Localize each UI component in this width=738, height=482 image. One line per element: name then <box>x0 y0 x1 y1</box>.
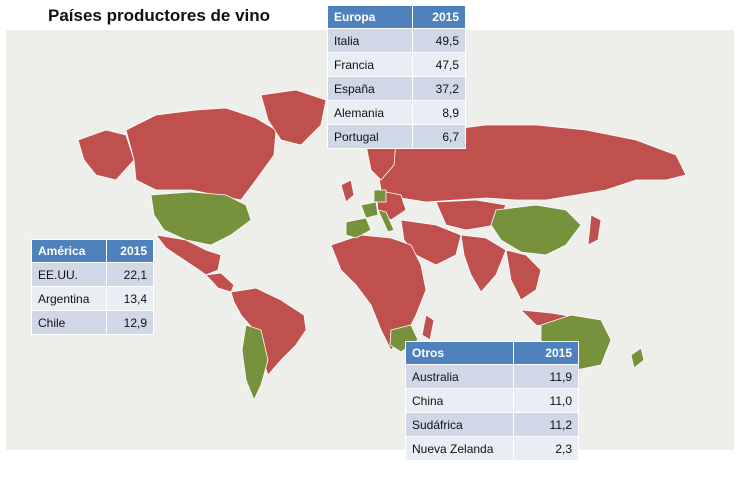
table-header-region: Otros <box>405 341 514 365</box>
region-madagascar <box>421 314 435 341</box>
production-value: 12,9 <box>106 310 154 335</box>
region-central-america <box>205 272 235 293</box>
region-south-america <box>230 287 307 376</box>
country-name: Francia <box>327 52 413 77</box>
production-value: 2,3 <box>513 436 579 461</box>
region-india <box>460 234 507 293</box>
country-name: Australia <box>405 364 514 389</box>
country-name: Nueva Zelanda <box>405 436 514 461</box>
region-germany <box>373 189 387 203</box>
region-spain-portugal <box>345 217 372 239</box>
production-value: 22,1 <box>106 262 154 287</box>
region-usa <box>150 191 252 246</box>
production-value: 13,4 <box>106 286 154 311</box>
table-header-year: 2015 <box>513 341 579 365</box>
table-row: EE.UU. 22,1 <box>31 262 154 287</box>
production-value: 11,0 <box>513 388 579 413</box>
table-row: España 37,2 <box>327 76 466 101</box>
table-header-year: 2015 <box>412 5 466 29</box>
table-row: Francia 47,5 <box>327 52 466 77</box>
production-value: 37,2 <box>412 76 466 101</box>
production-value: 6,7 <box>412 124 466 149</box>
production-value: 47,5 <box>412 52 466 77</box>
region-alaska <box>77 129 135 181</box>
production-value: 11,9 <box>513 364 579 389</box>
table-header-year: 2015 <box>106 239 154 263</box>
country-name: España <box>327 76 413 101</box>
production-value: 49,5 <box>412 28 466 53</box>
table-row: Portugal 6,7 <box>327 124 466 149</box>
region-italy <box>377 209 395 233</box>
country-name: Alemania <box>327 100 413 125</box>
table-row: Alemania 8,9 <box>327 100 466 125</box>
region-canada <box>125 107 277 201</box>
country-name: China <box>405 388 514 413</box>
table-row: Sudáfrica 11,2 <box>405 412 579 437</box>
map-title: Países productores de vino <box>48 6 271 25</box>
country-name: Chile <box>31 310 107 335</box>
table-row: Italia 49,5 <box>327 28 466 53</box>
country-name: Portugal <box>327 124 413 149</box>
production-value: 8,9 <box>412 100 466 125</box>
table-row: Australia 11,9 <box>405 364 579 389</box>
table-america: América 2015 EE.UU. 22,1 Argentina 13,4 … <box>31 239 154 335</box>
country-name: Sudáfrica <box>405 412 514 437</box>
table-row: China 11,0 <box>405 388 579 413</box>
production-value: 11,2 <box>513 412 579 437</box>
region-france <box>360 201 379 219</box>
table-row: Argentina 13,4 <box>31 286 154 311</box>
table-header-region: América <box>31 239 107 263</box>
region-greenland <box>260 89 327 146</box>
table-europa: Europa 2015 Italia 49,5 Francia 47,5 Esp… <box>327 5 466 149</box>
country-name: Argentina <box>31 286 107 311</box>
country-name: Italia <box>327 28 413 53</box>
region-southeast-asia <box>505 249 542 301</box>
region-new-zealand <box>630 347 645 369</box>
table-otros: Otros 2015 Australia 11,9 China 11,0 Sud… <box>405 341 579 461</box>
region-japan <box>587 214 602 246</box>
table-row: Chile 12,9 <box>31 310 154 335</box>
region-mexico <box>155 234 222 276</box>
region-middle-east <box>400 219 462 266</box>
table-header-region: Europa <box>327 5 413 29</box>
region-chile-argentina <box>241 324 269 402</box>
country-name: EE.UU. <box>31 262 107 287</box>
table-row: Nueva Zelanda 2,3 <box>405 436 579 461</box>
region-uk <box>340 179 355 203</box>
region-china <box>490 204 582 256</box>
